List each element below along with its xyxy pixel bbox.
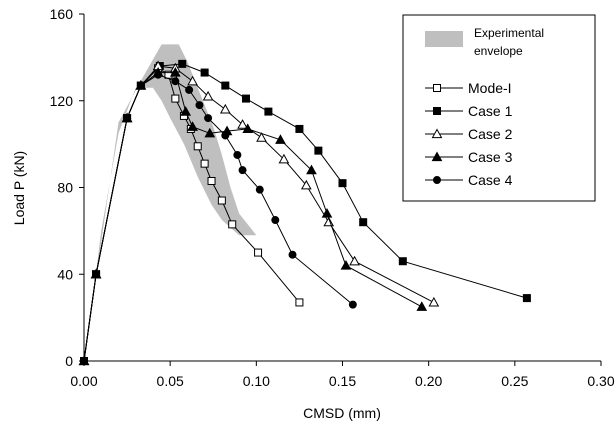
data-point-mode-i [217,196,226,205]
data-point-case-3 [275,134,286,144]
legend-swatch-envelope [425,31,463,47]
y-tick-label: 120 [50,93,74,109]
legend-marker-case-1 [433,107,441,115]
y-tick-label: 80 [57,180,73,196]
data-point-case-4 [195,101,204,110]
legend-marker-mode-i [433,84,441,92]
data-point-case-2 [278,153,290,164]
y-tick-label: 0 [65,353,73,369]
legend-marker-case-2 [431,128,443,139]
data-point-case-4 [221,131,230,140]
y-axis-title: Load P (kN) [11,151,27,225]
data-point-case-3 [242,123,254,134]
legend-label-case-3: Case 3 [468,149,513,165]
data-point-mode-i [228,220,237,229]
x-tick-label: 0.25 [501,373,528,389]
data-point-case-1 [522,294,531,303]
legend-label-mode-i: Mode-I [468,80,512,96]
data-point-case-1 [359,218,368,227]
legend-marker-case-4 [433,176,441,184]
tick-labels: 0.00 0.05 0.10 0.15 0.20 0.25 0.30 0 40 80 120 160 [50,6,615,389]
data-point-case-3 [180,106,192,116]
series-case-3 [78,67,428,366]
data-point-case-2 [428,296,440,307]
data-point-case-4 [154,70,163,79]
series-case-2 [78,60,440,366]
data-point-case-2 [237,119,248,129]
legend-label-envelope-line2: envelope [474,44,523,58]
data-point-mode-i [207,176,216,185]
data-point-case-4 [80,357,88,365]
x-tick-label: 0.30 [587,373,614,389]
data-point-case-3 [306,164,317,175]
data-point-case-4 [255,185,264,194]
data-point-case-3 [416,301,428,311]
legend-label-envelope-line1: Experimental [474,26,544,40]
x-axis-title: CMSD (mm) [303,405,381,421]
legend: Experimental envelope Mode-I Case 1 Case 2… [402,14,596,202]
data-point-case-2 [349,255,360,266]
data-point-case-4 [238,166,247,175]
data-point-case-4 [233,150,242,159]
data-point-case-3 [204,127,216,138]
y-tick-label: 160 [50,6,74,22]
data-point-case-1 [241,94,250,103]
x-tick-label: 0.00 [70,373,97,389]
data-point-mode-i [193,142,202,151]
data-point-case-4 [288,250,297,259]
data-point-case-1 [398,257,407,266]
data-point-case-1 [178,59,187,68]
data-point-case-3 [340,260,352,270]
data-point-case-1 [264,107,273,116]
x-tick-label: 0.05 [157,373,184,389]
data-point-case-4 [204,114,213,123]
data-point-case-4 [348,300,357,309]
data-point-case-4 [185,85,194,94]
data-point-mode-i [295,298,304,307]
data-point-case-1 [338,179,347,188]
legend-marker-case-3 [431,151,443,162]
data-point-case-2 [256,132,267,142]
data-point-case-1 [221,81,230,90]
data-point-case-2 [202,90,214,101]
series-line-case-4 [83,74,354,362]
legend-label-case-2: Case 2 [468,126,513,142]
data-point-case-3 [169,67,181,77]
data-point-case-1 [295,124,304,133]
data-point-case-1 [200,68,209,77]
data-point-case-4 [92,270,101,279]
legend-label-case-1: Case 1 [468,103,513,119]
x-tick-label: 0.15 [329,373,356,389]
series-case-4 [80,70,357,365]
data-point-mode-i [254,248,263,257]
data-point-case-2 [187,75,198,86]
data-point-case-4 [136,81,145,90]
data-point-mode-i [171,94,180,103]
legend-label-case-4: Case 4 [468,172,513,188]
data-point-case-1 [314,146,323,155]
series-layer [78,59,531,366]
data-point-case-4 [123,114,132,123]
data-point-case-4 [271,216,280,225]
series-line-case-2 [83,65,435,362]
data-point-case-2 [219,103,231,114]
data-point-mode-i [200,159,209,168]
data-point-case-4 [171,77,180,86]
data-point-case-3 [321,207,333,218]
data-point-case-2 [300,179,312,190]
x-tick-label: 0.20 [415,373,442,389]
data-point-case-3 [187,121,198,131]
series-line-case-3 [83,72,423,362]
x-tick-label: 0.10 [243,373,270,389]
axes [79,13,602,366]
y-tick-label: 40 [57,266,73,282]
